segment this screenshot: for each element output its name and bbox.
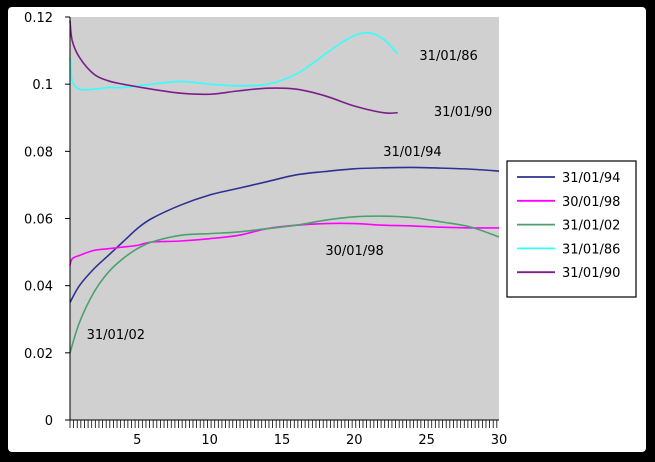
series-line-30-01-98 (69, 222, 500, 266)
legend-label: 31/01/94 (562, 171, 620, 186)
legend-label: 31/01/86 (562, 242, 620, 257)
y-tick-label: 0.06 (24, 213, 53, 228)
x-tick-label: 15 (274, 433, 291, 448)
legend-label: 31/01/90 (562, 266, 620, 281)
series-line-31-01-86 (69, 31, 399, 91)
x-tick-label: 30 (491, 433, 508, 448)
x-tick-label: 25 (418, 433, 435, 448)
x-tick-label: 20 (346, 433, 363, 448)
x-tick-label: 10 (201, 433, 218, 448)
series-annotation: 30/01/98 (325, 244, 383, 259)
series-annotation: 31/01/94 (383, 145, 441, 160)
series-annotation: 31/01/90 (434, 105, 492, 120)
y-tick-label: 0.12 (24, 11, 53, 26)
y-tick-label: 0 (45, 414, 53, 429)
series-line-31-01-94 (69, 166, 500, 303)
series-line-31-01-90 (69, 20, 398, 115)
y-tick-label: 0.04 (24, 280, 53, 295)
y-tick-label: 0.08 (24, 145, 53, 160)
x-tick-label: 5 (133, 433, 141, 448)
series-annotation: 31/01/86 (419, 49, 477, 64)
plot-area (70, 17, 499, 420)
series-annotation: 31/01/02 (87, 328, 145, 343)
legend-label: 31/01/02 (562, 219, 620, 234)
y-tick-label: 0.02 (24, 347, 53, 362)
legend-box (506, 160, 637, 298)
series-line-31-01-02 (69, 215, 500, 354)
y-tick-label: 0.1 (32, 78, 53, 93)
legend-label: 30/01/98 (562, 195, 620, 210)
